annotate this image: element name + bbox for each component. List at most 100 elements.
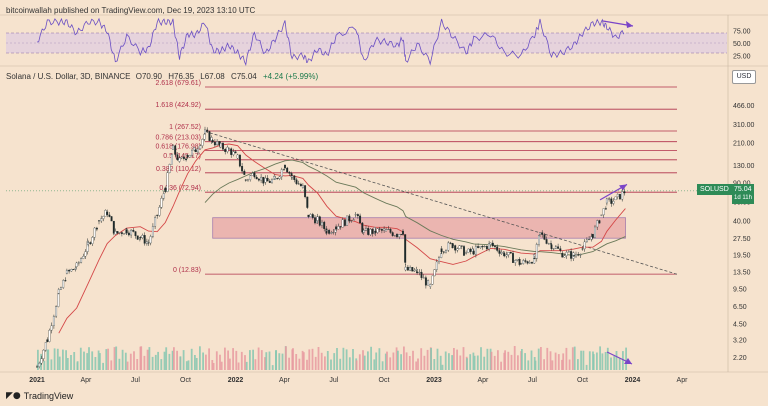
volume-bar: [215, 351, 218, 370]
volume-bar: [320, 352, 323, 370]
volume-bar: [389, 357, 392, 370]
candle-body: [174, 145, 177, 155]
volume-bar: [176, 350, 178, 370]
candle-body: [50, 325, 53, 331]
price-tick-label: 466.00: [733, 103, 755, 110]
fib-level-label: 1.618 (424.92): [155, 102, 201, 109]
candle-body: [276, 178, 279, 179]
candle-body: [228, 148, 230, 150]
volume-bar: [190, 348, 193, 370]
candle-body: [208, 131, 211, 141]
candle-body: [82, 256, 85, 259]
tradingview-brand[interactable]: ◤● TradingView: [6, 391, 73, 401]
symbol-name: Solana / U.S. Dollar, 3D, BINANCE: [6, 72, 131, 81]
candle-body: [138, 238, 141, 240]
candle-body: [194, 149, 197, 153]
candle-body: [332, 232, 335, 233]
volume-bar: [171, 350, 174, 370]
candle-body: [348, 215, 351, 222]
candle-body: [365, 228, 367, 231]
volume-bar: [571, 347, 574, 370]
fib-level-label: 0.618 (176.98): [155, 143, 201, 150]
volume-bar: [466, 358, 468, 370]
volume-bar: [441, 364, 444, 370]
volume-bar: [573, 346, 576, 370]
candle-body: [323, 221, 326, 229]
candle-body: [376, 228, 379, 233]
currency-button[interactable]: USD: [732, 70, 756, 84]
volume-bar: [195, 358, 198, 370]
candle-body: [456, 248, 459, 251]
candle-body: [46, 339, 49, 342]
candle-body: [141, 235, 144, 238]
candle-body: [572, 255, 575, 257]
candle-body: [422, 277, 425, 279]
volume-bar: [336, 348, 338, 370]
volume-bar: [546, 347, 549, 370]
volume-bar: [53, 348, 56, 370]
candle-body: [469, 248, 472, 252]
volume-bar: [342, 347, 345, 370]
candle-body: [204, 129, 206, 134]
ohlc-values: O70.90 H76.35 L67.08 C75.04 +4.24 (+5.99…: [136, 72, 322, 81]
candle-body: [535, 244, 538, 259]
volume-bar: [370, 346, 372, 370]
volume-bar: [403, 346, 405, 370]
price-tick-label: 2.20: [733, 355, 747, 362]
volume-bar: [596, 352, 598, 370]
candle-body: [44, 342, 47, 351]
volume-bar: [264, 357, 266, 370]
candle-body: [65, 270, 68, 274]
candle-body: [374, 230, 377, 233]
candle-body: [203, 133, 206, 140]
candle-body: [191, 149, 193, 156]
volume-bar: [378, 348, 381, 370]
candle-body: [507, 252, 510, 255]
candle-body: [505, 254, 508, 257]
volume-bar: [562, 353, 565, 370]
candle-body: [402, 230, 404, 235]
volume-bar: [94, 357, 97, 370]
candle-body: [614, 196, 617, 201]
volume-bar: [540, 347, 542, 370]
volume-bar: [497, 350, 499, 370]
candle-body: [528, 262, 531, 264]
candle-body: [199, 145, 202, 150]
candle-body: [383, 228, 386, 231]
candle-body: [356, 214, 359, 217]
candle-body: [567, 251, 570, 253]
volume-bar: [551, 360, 554, 370]
volume-bar: [86, 353, 89, 370]
candle-body: [64, 280, 67, 282]
candle-body: [236, 154, 239, 159]
candle-body: [526, 261, 529, 264]
volume-bar: [66, 358, 69, 370]
time-tick-label: 2021: [29, 377, 45, 384]
volume-bar: [278, 353, 281, 370]
candle-body: [429, 284, 432, 287]
candle-body: [362, 230, 365, 233]
volume-bar: [76, 361, 79, 370]
candle-body: [93, 227, 96, 238]
candle-body: [531, 262, 533, 264]
candle-body: [130, 229, 133, 236]
candle-body: [38, 362, 41, 367]
candle-body: [352, 219, 355, 221]
candle-body: [543, 234, 546, 240]
candle-body: [134, 231, 137, 236]
volume-bar: [173, 347, 175, 370]
candle-body: [398, 234, 401, 238]
volume-bar: [493, 355, 496, 370]
volume-bar: [352, 349, 354, 370]
candle-body: [36, 366, 38, 368]
candle-body: [616, 193, 619, 198]
candle-body: [260, 176, 263, 181]
candle-body: [251, 173, 254, 176]
candle-body: [100, 218, 103, 222]
candle-body: [488, 243, 491, 250]
candle-body: [84, 251, 87, 257]
candle-body: [393, 235, 396, 237]
fib-level-label: 0.236 (72.94): [159, 185, 201, 192]
candle-body: [170, 154, 173, 165]
volume-bar: [400, 354, 402, 370]
